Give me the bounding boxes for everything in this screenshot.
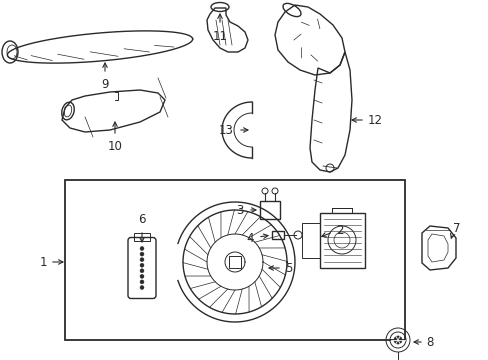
Text: 13: 13 (219, 123, 234, 136)
Circle shape (140, 247, 143, 251)
Bar (134, 233, 150, 240)
Circle shape (140, 263, 143, 267)
Text: 5: 5 (285, 261, 292, 274)
Text: 4: 4 (246, 231, 253, 244)
Circle shape (140, 269, 143, 273)
Circle shape (140, 258, 143, 262)
Text: 12: 12 (367, 113, 382, 126)
Text: 8: 8 (425, 336, 432, 348)
Text: 7: 7 (452, 221, 460, 234)
Circle shape (393, 336, 401, 344)
Bar (228, 256, 241, 268)
Text: 1: 1 (40, 256, 47, 269)
Circle shape (140, 280, 143, 284)
Bar (65, 180, 404, 340)
Text: 11: 11 (212, 30, 227, 43)
Bar (301, 222, 319, 257)
Circle shape (140, 285, 143, 289)
Circle shape (140, 274, 143, 278)
Text: 9: 9 (101, 78, 108, 91)
Text: 3: 3 (236, 203, 244, 216)
Bar (319, 212, 364, 267)
Bar (260, 201, 280, 219)
Circle shape (140, 252, 143, 256)
Text: 2: 2 (335, 224, 343, 237)
Text: 10: 10 (107, 140, 122, 153)
Text: 6: 6 (138, 213, 145, 226)
